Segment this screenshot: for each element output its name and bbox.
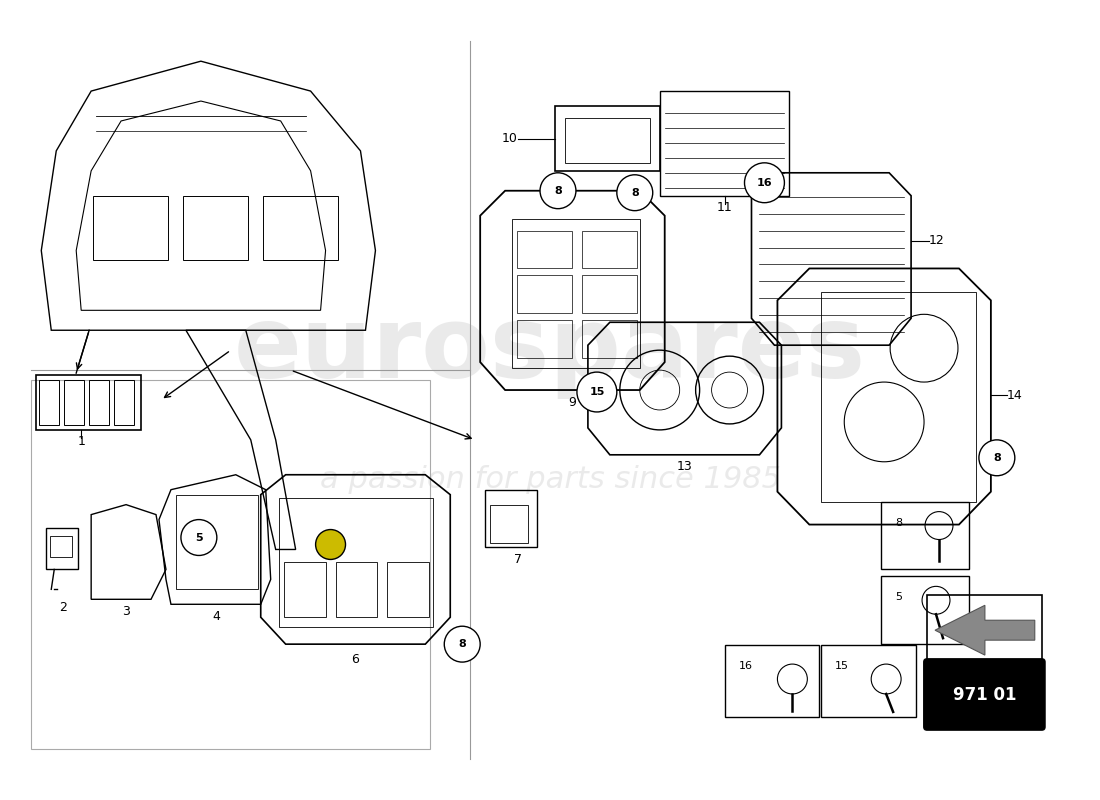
Text: 9: 9 (568, 397, 576, 410)
Text: a passion for parts since 1985: a passion for parts since 1985 (319, 466, 781, 494)
Text: 8: 8 (993, 453, 1001, 462)
FancyBboxPatch shape (923, 658, 1046, 731)
Bar (491, 505, 528, 542)
Circle shape (617, 174, 652, 210)
Bar (40, 380, 59, 425)
Text: eurospares: eurospares (234, 302, 866, 398)
Text: 5: 5 (195, 533, 202, 542)
Bar (822, 292, 976, 502)
Bar (582, 230, 637, 269)
Bar (582, 275, 637, 314)
Bar (881, 576, 969, 644)
Bar (517, 230, 572, 269)
Text: 5: 5 (895, 592, 902, 602)
Bar (89, 380, 109, 425)
Circle shape (979, 440, 1015, 476)
Bar (46, 527, 78, 570)
Bar (263, 196, 338, 261)
Text: 11: 11 (717, 201, 733, 214)
Circle shape (444, 626, 481, 662)
Text: 15: 15 (590, 387, 605, 397)
Bar (336, 562, 377, 618)
Text: 971 01: 971 01 (953, 686, 1016, 704)
Bar (284, 562, 326, 618)
Text: 8: 8 (895, 518, 902, 527)
Polygon shape (935, 606, 1035, 655)
Bar (387, 562, 429, 618)
Bar (565, 118, 650, 163)
Bar (36, 375, 141, 430)
Bar (517, 275, 572, 314)
Bar (94, 196, 168, 261)
Bar (278, 498, 433, 627)
Bar (183, 196, 248, 261)
Text: 10: 10 (503, 133, 518, 146)
Text: 7: 7 (514, 553, 522, 566)
Bar (485, 490, 537, 547)
Text: 1: 1 (77, 435, 85, 448)
Text: 3: 3 (122, 605, 130, 618)
Bar (725, 645, 820, 717)
Circle shape (745, 163, 784, 202)
Text: 8: 8 (554, 186, 562, 196)
Bar (660, 91, 790, 196)
Bar (822, 645, 916, 717)
Text: 13: 13 (676, 460, 693, 474)
Text: 12: 12 (930, 234, 945, 247)
Circle shape (576, 372, 617, 412)
Circle shape (316, 530, 345, 559)
Text: 15: 15 (835, 661, 849, 671)
Bar (176, 494, 257, 590)
Bar (31, 380, 430, 749)
Bar (582, 320, 637, 358)
Text: 16: 16 (738, 661, 752, 671)
Bar (64, 380, 85, 425)
Bar (517, 320, 572, 358)
Bar (556, 106, 660, 170)
Bar (881, 502, 969, 570)
Bar (513, 218, 640, 368)
Circle shape (540, 173, 576, 209)
Bar (51, 535, 73, 558)
Text: 8: 8 (459, 639, 466, 649)
Circle shape (180, 519, 217, 555)
Text: 4: 4 (212, 610, 220, 622)
Bar (927, 595, 1042, 727)
Bar (114, 380, 134, 425)
Text: 8: 8 (631, 188, 639, 198)
Text: 14: 14 (1006, 389, 1023, 402)
Text: 6: 6 (352, 653, 360, 666)
Text: 2: 2 (59, 601, 67, 614)
Text: 16: 16 (757, 178, 772, 188)
